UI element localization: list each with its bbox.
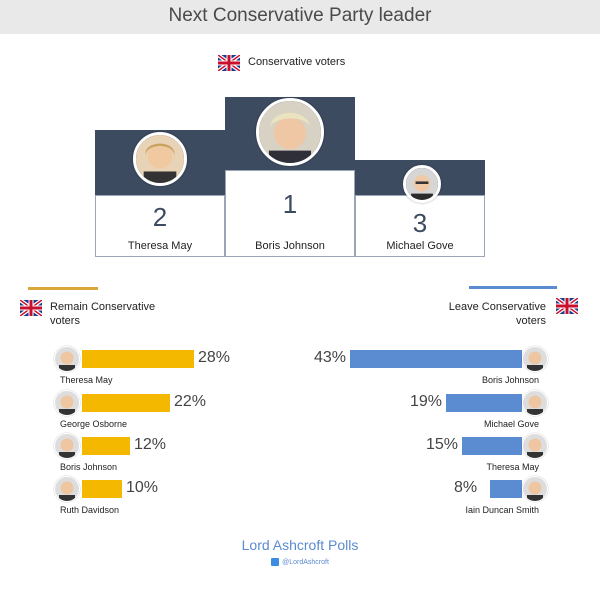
avatar xyxy=(522,433,548,459)
brand-name: Lord Ashcroft Polls xyxy=(241,537,359,553)
page-title: Next Conservative Party leader xyxy=(168,5,432,26)
podium-first-place: 1 Boris Johnson xyxy=(225,170,355,257)
avatar xyxy=(522,476,548,502)
category-label: Michael Gove xyxy=(483,419,539,429)
podium-second-place: 2 Theresa May xyxy=(95,195,225,257)
avatar xyxy=(256,98,324,166)
twitter-handle: @LordAshcroft xyxy=(282,558,329,566)
category-label: George Osborne xyxy=(60,419,128,429)
podium-group-label: Conservative voters xyxy=(248,56,346,68)
category-label: Theresa May xyxy=(486,462,539,472)
bar xyxy=(462,437,522,455)
podium-rank: 1 xyxy=(282,189,298,219)
union-jack-icon xyxy=(218,55,240,71)
bar xyxy=(350,350,522,368)
avatar xyxy=(522,346,548,372)
data-label: 10% xyxy=(126,479,159,496)
podium-rank: 3 xyxy=(412,208,428,238)
twitter-handle-row[interactable]: @LordAshcroft xyxy=(0,558,600,566)
union-jack-icon xyxy=(556,298,578,314)
avatar xyxy=(54,390,80,416)
data-label: 12% xyxy=(134,436,167,453)
bar xyxy=(82,350,194,368)
avatar xyxy=(54,346,80,372)
bar xyxy=(490,480,522,498)
category-label: Theresa May xyxy=(60,375,113,385)
avatar xyxy=(522,390,548,416)
remain-accent-line xyxy=(28,287,98,290)
podium-rank: 2 xyxy=(152,202,168,232)
data-label: 22% xyxy=(174,393,207,410)
podium-third-place: 3 Michael Gove xyxy=(355,195,485,257)
category-label: Boris Johnson xyxy=(60,462,118,472)
title-bar: Next Conservative Party leader xyxy=(0,0,600,34)
category-label: Boris Johnson xyxy=(481,375,539,385)
data-label: 19% xyxy=(410,393,443,410)
bar xyxy=(446,394,522,412)
podium-name: Michael Gove xyxy=(386,240,454,252)
avatar xyxy=(403,165,441,203)
union-jack-icon xyxy=(20,300,42,316)
category-label: Iain Duncan Smith xyxy=(465,505,539,515)
twitter-icon xyxy=(271,558,280,566)
data-label: 28% xyxy=(198,349,231,366)
podium-name: Theresa May xyxy=(127,240,193,252)
leave-accent-line xyxy=(469,286,557,289)
avatar xyxy=(133,132,187,186)
data-label: 8% xyxy=(454,479,478,496)
data-label: 15% xyxy=(426,436,459,453)
data-label: 43% xyxy=(314,349,347,366)
podium-name: Boris Johnson xyxy=(255,240,325,252)
category-label: Ruth Davidson xyxy=(60,505,120,515)
remain-chart-title: Remain Conservative voters xyxy=(50,301,156,327)
leave-chart-title: Leave Conservative voters xyxy=(448,301,546,327)
avatar xyxy=(54,476,80,502)
bar xyxy=(82,480,122,498)
bar xyxy=(82,394,170,412)
avatar xyxy=(54,433,80,459)
bar xyxy=(82,437,130,455)
